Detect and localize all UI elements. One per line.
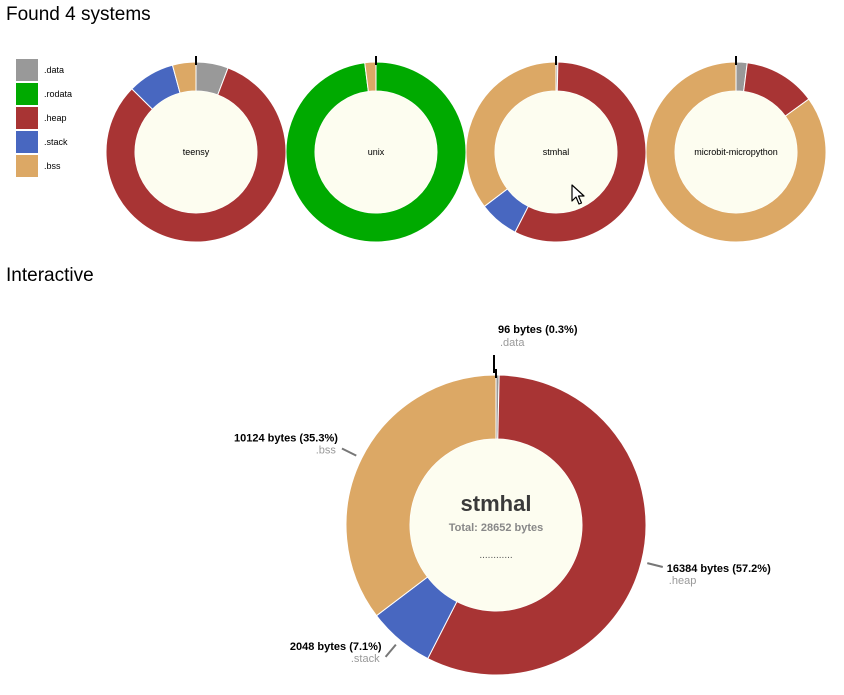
interactive-chart-title: stmhal [461, 491, 532, 516]
callout-name-bss: .bss [316, 445, 337, 457]
legend-swatch-data [16, 59, 38, 81]
callout-name-stack: .stack [351, 653, 380, 665]
callout-value-heap: 16384 bytes (57.2%) [667, 563, 771, 575]
legend-label-data: .data [44, 65, 65, 75]
callout-line-stack [384, 643, 397, 658]
legend-swatch-heap [16, 107, 38, 129]
interactive-chart-center [410, 439, 582, 611]
small-chart-unix-center [315, 91, 437, 213]
small-chart-teensy-center [135, 91, 257, 213]
interactive-chart-slice-heap[interactable] [427, 374, 647, 676]
small-chart-microbit-micropython-center [675, 91, 797, 213]
legend-item-rodata: .rodata [16, 83, 106, 105]
legend-swatch-bss [16, 155, 38, 177]
small-chart-stmhal-name-label: stmhal [543, 147, 570, 157]
legend-item-data: .data [16, 59, 106, 81]
legend-item-bss: .bss [16, 155, 106, 177]
legend-swatch-stack [16, 131, 38, 153]
small-chart-teensy-slice-heap[interactable] [105, 67, 287, 243]
interactive-heading: Interactive [6, 265, 94, 286]
callout-line-heap [647, 562, 664, 568]
callout-value-stack: 2048 bytes (7.1%) [290, 641, 382, 653]
interactive-chart-slice-data[interactable] [495, 374, 500, 440]
callout-name-heap: .heap [669, 575, 697, 587]
small-chart-unix-name-label: unix [368, 147, 385, 157]
interactive-chart-slice-stack[interactable] [375, 576, 458, 660]
legend-label-rodata: .rodata [44, 89, 73, 99]
legend-label-bss: .bss [44, 161, 61, 171]
callout-line-bss [341, 447, 357, 457]
interactive-chart-total: Total: 28652 bytes [449, 522, 544, 534]
interactive-chart-slice-bss[interactable] [345, 374, 497, 617]
callout-value-data: 96 bytes (0.3%) [498, 324, 578, 336]
callout-name-data: .data [500, 337, 525, 349]
found-systems-heading: Found 4 systems [6, 4, 151, 25]
small-chart-stmhal-center [495, 91, 617, 213]
small-chart-teensy-name-label: teensy [183, 147, 210, 157]
small-donut-charts: teensy unix stmhal microbit-micropython [105, 56, 827, 243]
legend-item-stack: .stack [16, 131, 106, 153]
legend-swatch-rodata [16, 83, 38, 105]
mouse-pointer-icon [571, 184, 585, 205]
legend-item-heap: .heap [16, 107, 106, 129]
legend-label-stack: .stack [44, 137, 68, 147]
interactive-chart-dots: ............ [479, 550, 512, 561]
callout-value-bss: 10124 bytes (35.3%) [234, 433, 338, 445]
legend-label-heap: .heap [44, 113, 67, 123]
small-chart-microbit-micropython-name-label: microbit-micropython [694, 147, 778, 157]
